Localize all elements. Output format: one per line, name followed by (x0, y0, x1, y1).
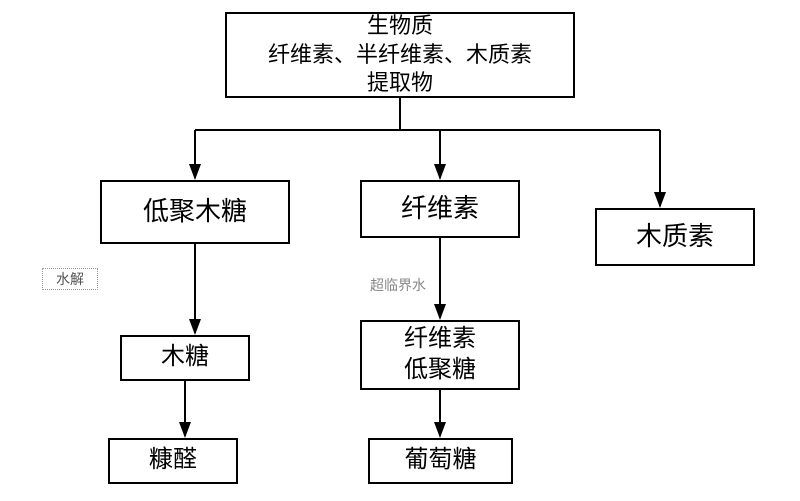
root-line3: 提取物 (367, 69, 433, 98)
label-hydrolysis-text: 水解 (56, 269, 84, 289)
root-line1: 生物质 (367, 12, 433, 41)
node-lignin-text: 木质素 (636, 220, 714, 254)
label-supercritical-text: 超临界水 (370, 279, 426, 294)
node-xylo-oligo-text: 低聚木糖 (143, 195, 247, 229)
node-xylose-text: 木糖 (161, 342, 209, 373)
node-glucose: 葡萄糖 (368, 438, 513, 484)
label-hydrolysis: 水解 (42, 268, 98, 290)
node-xylose: 木糖 (120, 335, 250, 381)
label-supercritical: 超临界水 (370, 275, 426, 295)
node-cellulose-oligo-line1: 纤维素 (404, 324, 476, 355)
node-cellulose-oligo: 纤维素 低聚糖 (360, 320, 520, 390)
node-glucose-text: 葡萄糖 (405, 445, 477, 476)
root-line2: 纤维素、半纤维素、木质素 (268, 41, 532, 70)
node-furfural: 糠醛 (108, 438, 238, 484)
node-cellulose-oligo-line2: 低聚糖 (404, 355, 476, 386)
node-furfural-text: 糠醛 (149, 445, 197, 476)
node-cellulose-text: 纤维素 (401, 192, 479, 226)
root-node: 生物质 纤维素、半纤维素、木质素 提取物 (225, 12, 575, 98)
node-xylo-oligo: 低聚木糖 (100, 180, 290, 244)
node-cellulose: 纤维素 (360, 180, 520, 238)
node-lignin: 木质素 (595, 208, 755, 266)
